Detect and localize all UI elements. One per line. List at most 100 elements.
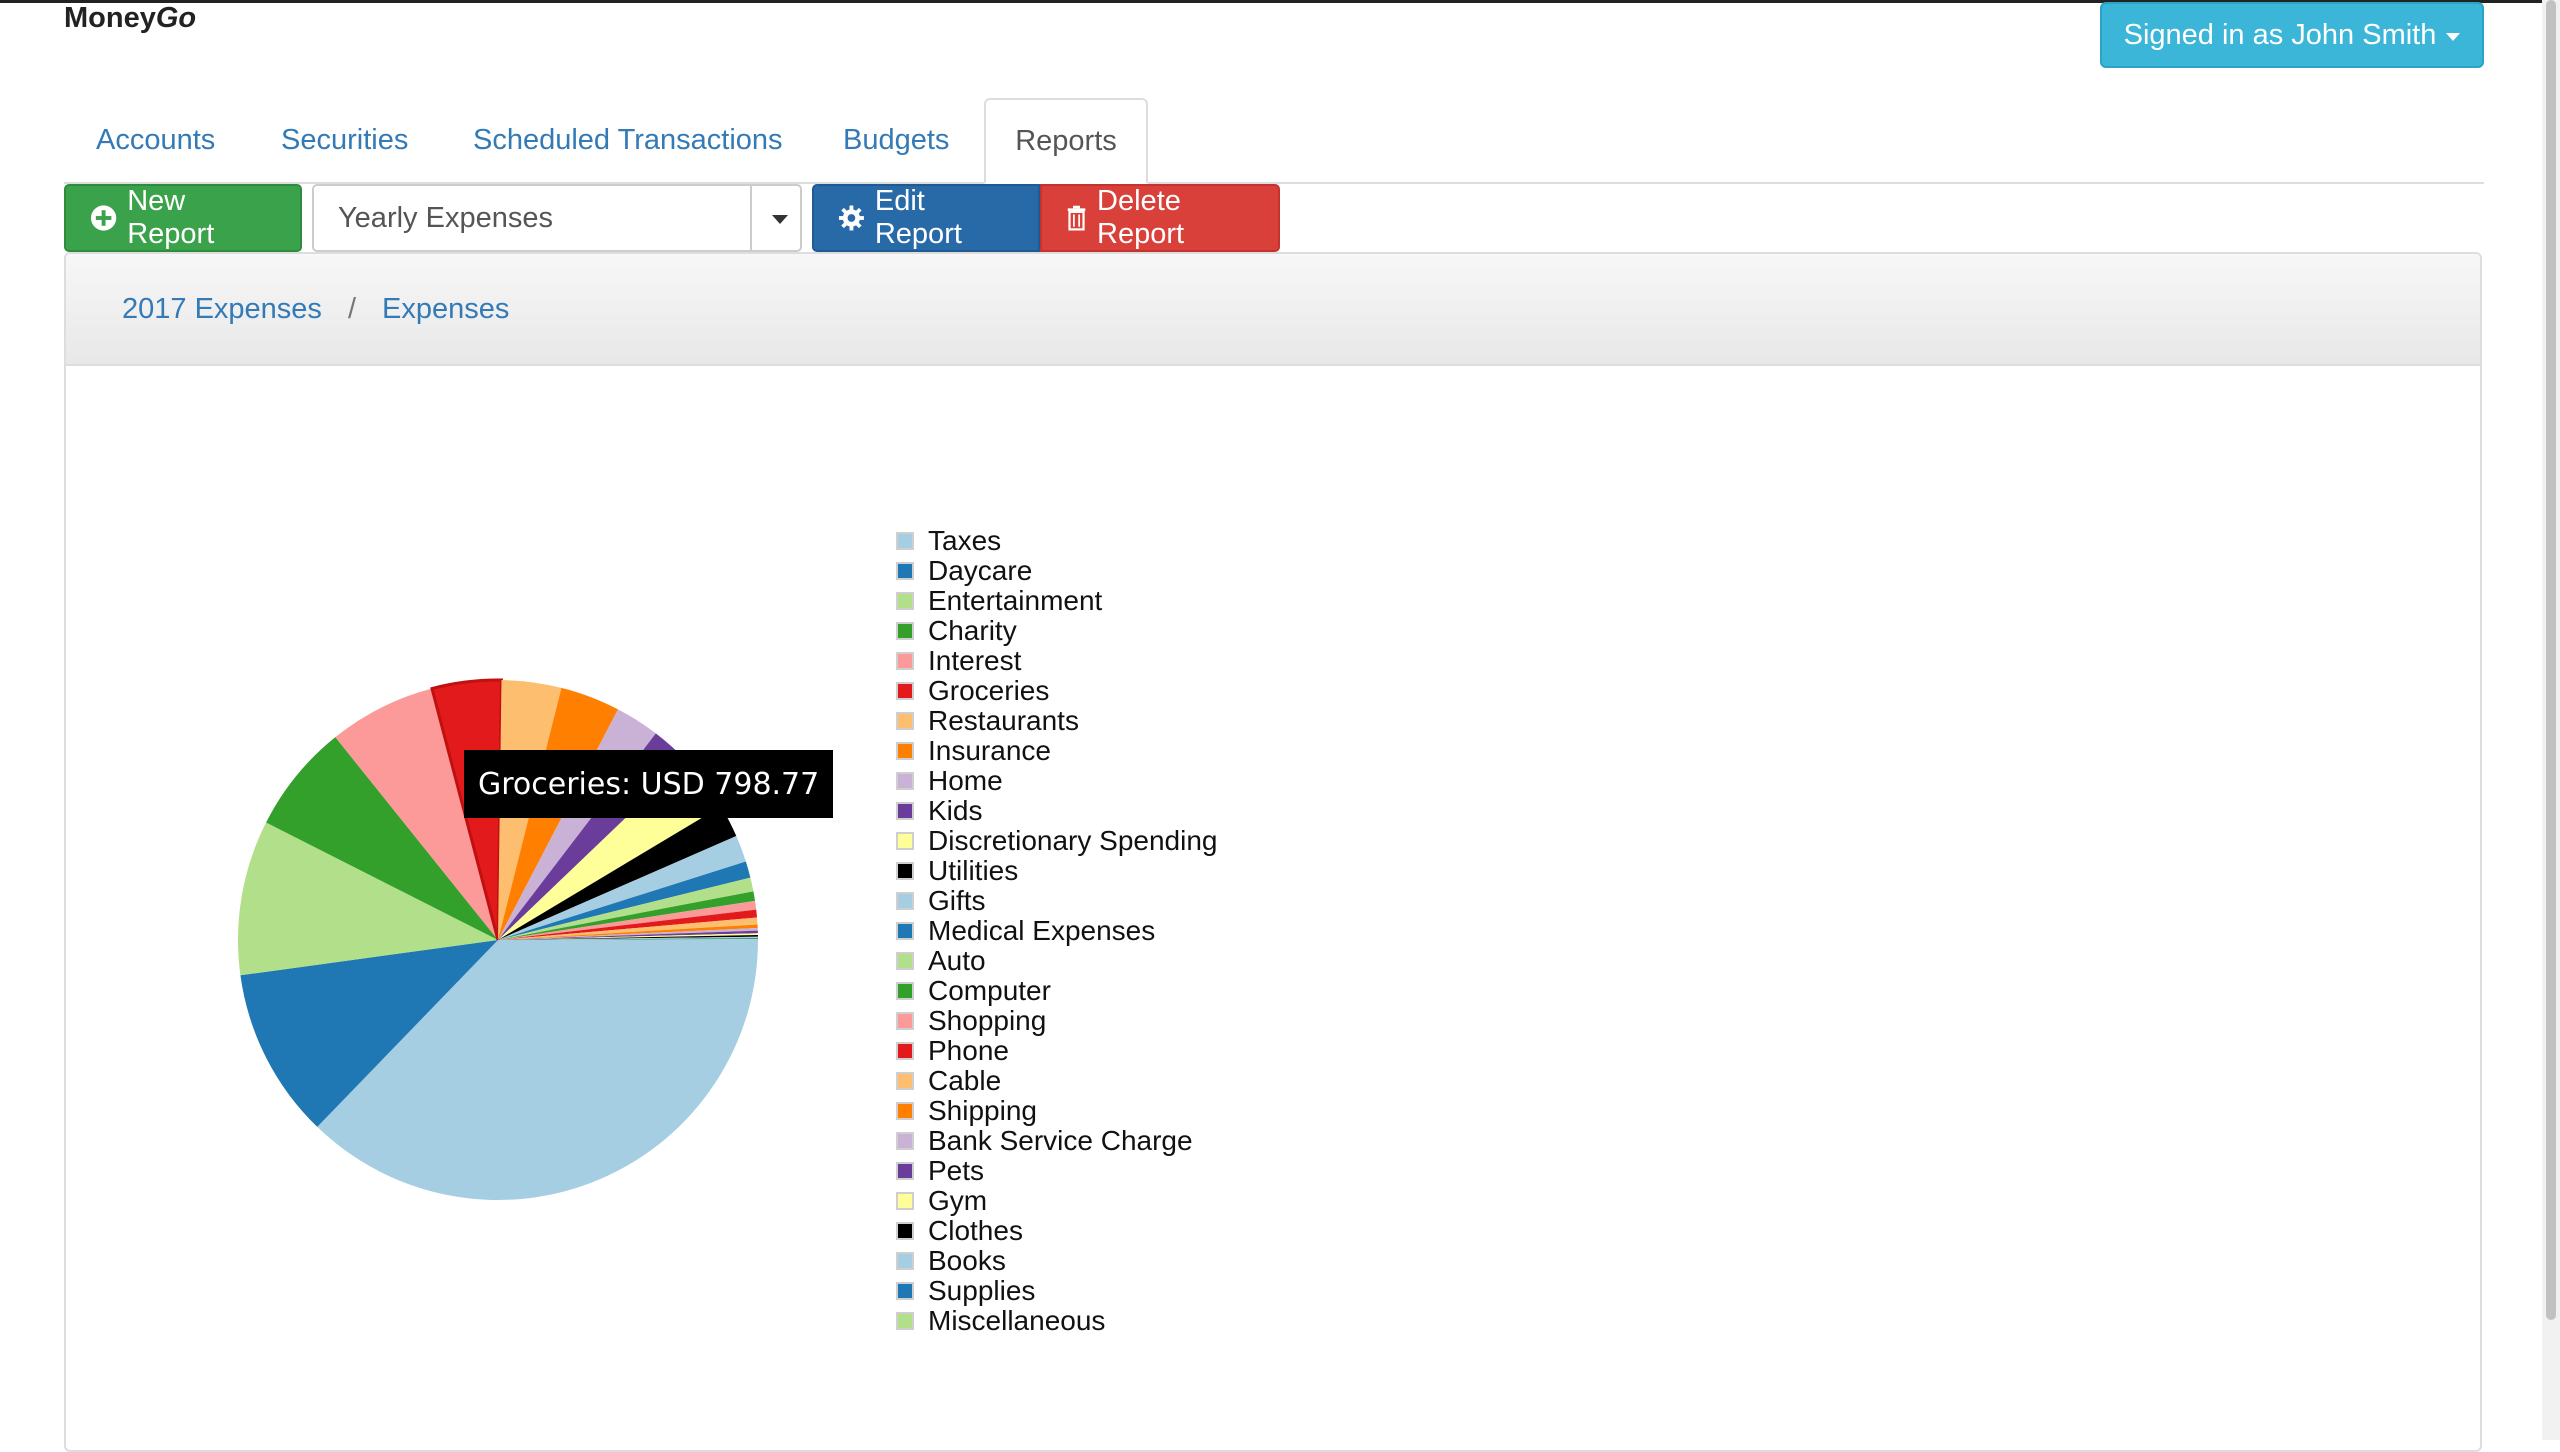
tab-budgets[interactable]: Budgets xyxy=(843,123,950,156)
legend-item-shopping: Shopping xyxy=(896,1005,1218,1036)
legend-item-entertainment: Entertainment xyxy=(896,585,1218,616)
legend-label: Charity xyxy=(928,615,1017,646)
plus-circle-icon xyxy=(90,205,117,231)
gear-icon xyxy=(838,205,864,231)
legend-label: Shopping xyxy=(928,1005,1047,1036)
pie-slice-interest[interactable] xyxy=(335,688,498,940)
legend-item-interest: Interest xyxy=(896,645,1218,676)
legend-label: Shipping xyxy=(928,1095,1037,1126)
tab-securities[interactable]: Securities xyxy=(281,123,409,156)
legend-item-home: Home xyxy=(896,765,1218,796)
breadcrumb-item-2017-expenses[interactable]: 2017 Expenses xyxy=(122,292,322,325)
pie-slice-shipping[interactable] xyxy=(498,924,758,940)
scrollbar-thumb[interactable] xyxy=(2546,0,2556,1320)
edit-report-label: Edit Report xyxy=(874,185,962,250)
new-report-button[interactable]: New Report xyxy=(64,184,302,252)
pie-slice-cable[interactable] xyxy=(498,917,758,940)
legend-item-shipping: Shipping xyxy=(896,1095,1218,1126)
legend-label: Taxes xyxy=(928,525,1002,556)
legend-label: Groceries xyxy=(928,675,1050,706)
pie-slice-clothes[interactable] xyxy=(498,934,758,940)
legend-swatch xyxy=(896,1162,914,1180)
pie-slice-phone[interactable] xyxy=(498,909,758,940)
chart-tooltip: Groceries: USD 798.77 xyxy=(464,750,834,818)
caret-down-icon xyxy=(2446,33,2461,41)
legend-label: Gym xyxy=(928,1185,988,1216)
legend-label: Miscellaneous xyxy=(928,1305,1106,1336)
legend-item-discretionary-spending: Discretionary Spending xyxy=(896,825,1218,856)
pie-slice-daycare[interactable] xyxy=(240,940,498,1127)
legend-swatch xyxy=(896,1192,914,1210)
pie-slice-taxes[interactable] xyxy=(317,940,758,1200)
pie-slice-bank-service-charge[interactable] xyxy=(498,927,758,940)
legend-label: Phone xyxy=(928,1035,1009,1066)
legend-swatch xyxy=(896,1012,914,1030)
new-report-label: New Report xyxy=(127,185,215,250)
user-menu-button[interactable]: Signed in as John Smith xyxy=(2100,2,2484,68)
pie-slice-utilities[interactable] xyxy=(498,806,737,940)
dropdown-arrow-icon[interactable] xyxy=(772,215,788,224)
legend-item-groceries: Groceries xyxy=(896,675,1218,706)
pie-slice-pets[interactable] xyxy=(498,930,758,940)
pie-slice-gifts[interactable] xyxy=(498,836,746,940)
tab-scheduled-transactions[interactable]: Scheduled Transactions xyxy=(473,123,783,156)
legend-item-bank-service-charge: Bank Service Charge xyxy=(896,1125,1218,1156)
legend-swatch xyxy=(896,682,914,700)
legend-label: Bank Service Charge xyxy=(928,1125,1193,1156)
legend-item-miscellaneous: Miscellaneous xyxy=(896,1305,1218,1336)
breadcrumb-item-expenses[interactable]: Expenses xyxy=(382,292,510,325)
legend-swatch xyxy=(896,1042,914,1060)
pie-slice-medical-expenses[interactable] xyxy=(498,861,751,940)
user-menu-label: Signed in as John Smith xyxy=(2123,18,2437,51)
legend-label: Restaurants xyxy=(928,705,1079,736)
legend-label: Books xyxy=(928,1245,1006,1276)
legend-item-clothes: Clothes xyxy=(896,1215,1218,1246)
legend-item-restaurants: Restaurants xyxy=(896,705,1218,736)
breadcrumb: 2017 Expenses / Expenses xyxy=(122,254,509,364)
app-brand[interactable]: MoneyGo xyxy=(64,2,196,35)
pie-slice-entertainment[interactable] xyxy=(238,822,498,976)
legend-label: Medical Expenses xyxy=(928,915,1156,946)
legend-item-cable: Cable xyxy=(896,1065,1218,1096)
legend-label: Utilities xyxy=(928,855,1019,886)
legend-swatch xyxy=(896,952,914,970)
legend-swatch xyxy=(896,892,914,910)
legend-item-phone: Phone xyxy=(896,1035,1218,1066)
legend-swatch xyxy=(896,832,914,850)
brand-secondary: Go xyxy=(155,2,197,34)
legend-label: Clothes xyxy=(928,1215,1023,1246)
legend-item-computer: Computer xyxy=(896,975,1218,1006)
legend-swatch xyxy=(896,742,914,760)
legend-item-kids: Kids xyxy=(896,795,1218,826)
legend-swatch xyxy=(896,772,914,790)
pie-slice-shopping[interactable] xyxy=(498,900,757,940)
legend-label: Daycare xyxy=(928,555,1033,586)
legend-label: Interest xyxy=(928,645,1022,676)
legend-swatch xyxy=(896,562,914,580)
tab-accounts[interactable]: Accounts xyxy=(96,123,216,156)
legend-item-utilities: Utilities xyxy=(896,855,1218,886)
legend-swatch xyxy=(896,1252,914,1270)
pie-slice-gym[interactable] xyxy=(498,933,758,940)
pie-slice-miscellaneous[interactable] xyxy=(498,939,758,940)
pie-slice-supplies[interactable] xyxy=(498,938,758,940)
pie-slice-auto[interactable] xyxy=(498,877,754,940)
legend-swatch xyxy=(896,1072,914,1090)
tab-reports[interactable]: Reports xyxy=(984,98,1148,184)
legend-label: Insurance xyxy=(928,735,1051,766)
chart-legend: Taxes Daycare Entertainment Charity Interest… xyxy=(896,525,1218,1336)
edit-report-button[interactable]: Edit Report xyxy=(812,184,1040,252)
page-scrollbar[interactable] xyxy=(2542,0,2560,1440)
legend-item-charity: Charity xyxy=(896,615,1218,646)
pie-slice-computer[interactable] xyxy=(498,891,756,940)
report-select[interactable]: Yearly Expenses xyxy=(312,184,802,252)
legend-label: Gifts xyxy=(928,885,986,916)
pie-slice-charity[interactable] xyxy=(266,737,498,940)
pie-slice-books[interactable] xyxy=(498,936,758,940)
trash-icon xyxy=(1067,205,1086,231)
delete-report-label: Delete Report xyxy=(1097,185,1185,250)
breadcrumb-separator: / xyxy=(347,292,356,325)
legend-label: Pets xyxy=(928,1155,985,1186)
delete-report-button[interactable]: Delete Report xyxy=(1040,184,1280,252)
legend-swatch xyxy=(896,802,914,820)
